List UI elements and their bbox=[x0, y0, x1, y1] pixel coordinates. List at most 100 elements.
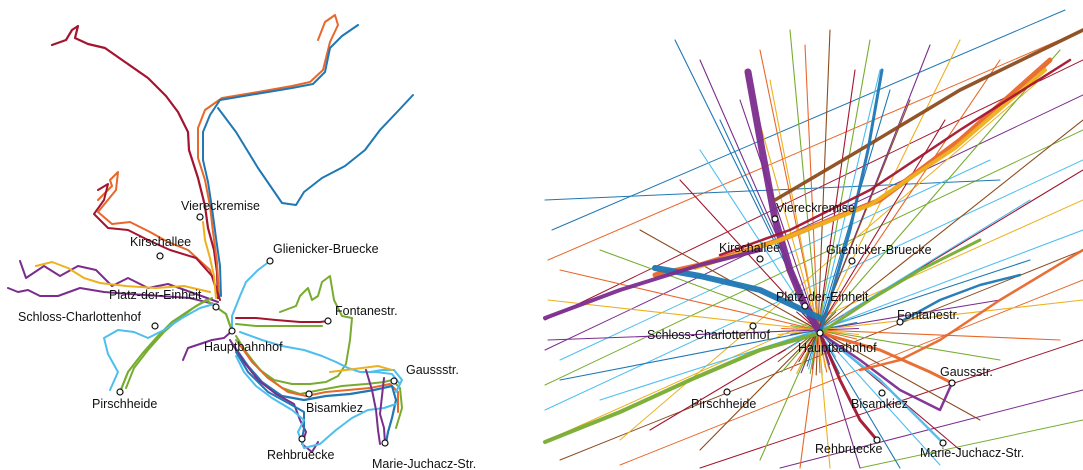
station-label: Kirschallee bbox=[130, 235, 191, 249]
station-gaussstr: Gaussstr. bbox=[390, 363, 459, 385]
station-label: Schloss-Charlottenhof bbox=[18, 310, 142, 324]
station-label: Glienicker-Bruecke bbox=[826, 243, 932, 257]
station-marker bbox=[801, 302, 809, 310]
station-label: Bisamkiez bbox=[851, 397, 908, 411]
route-line-orange bbox=[197, 14, 339, 297]
route-line-brown bbox=[803, 99, 911, 366]
station-kirschallee: Kirschallee bbox=[719, 241, 780, 263]
station-marker bbox=[212, 303, 220, 311]
station-marker bbox=[151, 322, 159, 330]
station-marker bbox=[878, 389, 886, 397]
route-line-lightblue bbox=[239, 331, 401, 385]
station-label: Rehbruecke bbox=[815, 442, 882, 456]
station-label: Marie-Juchacz-Str. bbox=[372, 457, 476, 470]
route-line-lightblue bbox=[103, 303, 215, 391]
station-hauptbahnhof: Hauptbahnhof bbox=[204, 327, 283, 354]
route-line-green bbox=[235, 275, 353, 385]
route-line-purple bbox=[818, 331, 954, 412]
station-marker bbox=[266, 257, 274, 265]
station-platz-der-einheit: Platz-der-Einheit bbox=[776, 290, 869, 310]
station-viereckremise: Viereckremise bbox=[181, 199, 260, 221]
station-schloss-charlottenhof: Schloss-Charlottenhof bbox=[18, 310, 159, 330]
station-pirschheide: Pirschheide bbox=[691, 388, 756, 411]
route-line-blue bbox=[202, 24, 359, 297]
station-label: Gaussstr. bbox=[940, 365, 993, 379]
route-line-orange bbox=[858, 248, 1083, 372]
station-marker bbox=[305, 390, 313, 398]
station-marker bbox=[939, 439, 947, 447]
route-line-green bbox=[818, 238, 982, 335]
route-line-green bbox=[235, 323, 323, 327]
route-line-green bbox=[544, 129, 1083, 386]
station-label: Bisamkiez bbox=[306, 401, 363, 415]
station-platz-der-einheit: Platz-der-Einheit bbox=[109, 288, 220, 311]
station-label: Viereckremise bbox=[181, 199, 260, 213]
route-line-blue bbox=[217, 94, 414, 206]
station-marker bbox=[896, 318, 904, 326]
station-schloss-charlottenhof: Schloss-Charlottenhof bbox=[647, 322, 771, 342]
station-marker bbox=[816, 329, 824, 337]
route-line-brown bbox=[777, 119, 1083, 363]
route-line-darkred bbox=[818, 331, 879, 442]
route-line-lightblue bbox=[231, 260, 271, 332]
route-line-green bbox=[859, 419, 1083, 469]
station-marker bbox=[771, 215, 779, 223]
station-label: Schloss-Charlottenhof bbox=[647, 328, 771, 342]
route-line-yellow bbox=[35, 261, 211, 293]
station-marker bbox=[756, 255, 764, 263]
station-label: Gaussstr. bbox=[406, 363, 459, 377]
station-label: Viereckremise bbox=[776, 201, 855, 215]
route-line-purple bbox=[365, 369, 381, 445]
route-line-purple bbox=[19, 260, 219, 303]
station-marker bbox=[324, 317, 332, 325]
route-line-darkred bbox=[544, 59, 1083, 321]
route-line-blue bbox=[818, 68, 884, 335]
route-line-yellow bbox=[693, 68, 1047, 270]
route-line-purple bbox=[182, 330, 233, 361]
route-line-darkred bbox=[235, 317, 329, 323]
station-bisamkiez: Bisamkiez bbox=[851, 389, 908, 411]
route-line-darkred bbox=[93, 183, 221, 301]
station-marker bbox=[298, 435, 306, 443]
route-line-lightblue bbox=[818, 331, 945, 445]
station-label: Hauptbahnhof bbox=[204, 340, 283, 354]
station-glienicker-bruecke: Glienicker-Bruecke bbox=[266, 242, 379, 265]
route-line-blue bbox=[898, 273, 1022, 324]
station-marker bbox=[156, 252, 164, 260]
route-line-lightblue bbox=[559, 159, 991, 361]
route-line-brown bbox=[559, 249, 1083, 461]
station-bisamkiez: Bisamkiez bbox=[305, 390, 363, 415]
station-marker bbox=[116, 388, 124, 396]
route-line-purple bbox=[779, 389, 1083, 469]
station-marker bbox=[723, 388, 731, 396]
station-kirschallee: Kirschallee bbox=[130, 235, 191, 260]
station-marker bbox=[196, 213, 204, 221]
station-marker bbox=[948, 379, 956, 387]
route-line-blue bbox=[235, 351, 305, 440]
station-label: Marie-Juchacz-Str. bbox=[920, 446, 1024, 460]
route-line-purple bbox=[544, 94, 1083, 351]
station-marie-juchacz-str: Marie-Juchacz-Str. bbox=[372, 439, 476, 470]
route-line-lightblue bbox=[369, 369, 403, 393]
route-line-orange bbox=[619, 279, 1083, 466]
station-marker bbox=[749, 322, 757, 330]
route-line-green bbox=[543, 331, 822, 444]
station-label: Rehbruecke bbox=[267, 448, 334, 462]
station-fontanestr: Fontanestr. bbox=[896, 308, 960, 326]
station-fontanestr: Fontanestr. bbox=[324, 304, 398, 325]
station-marker bbox=[390, 377, 398, 385]
route-line-darkred bbox=[718, 58, 1072, 257]
route-line-purple bbox=[379, 377, 386, 444]
station-label: Platz-der-Einheit bbox=[776, 290, 869, 304]
station-glienicker-bruecke: Glienicker-Bruecke bbox=[826, 243, 932, 265]
station-marker bbox=[228, 327, 236, 335]
station-marker bbox=[848, 257, 856, 265]
station-pirschheide: Pirschheide bbox=[92, 388, 157, 411]
station-viereckremise: Viereckremise bbox=[771, 201, 855, 223]
station-label: Pirschheide bbox=[691, 397, 756, 411]
station-label: Glienicker-Bruecke bbox=[273, 242, 379, 256]
route-line-orange bbox=[818, 331, 954, 385]
route-line-purple bbox=[7, 287, 215, 305]
route-line-green bbox=[125, 297, 213, 389]
station-marie-juchacz-str: Marie-Juchacz-Str. bbox=[920, 439, 1024, 460]
